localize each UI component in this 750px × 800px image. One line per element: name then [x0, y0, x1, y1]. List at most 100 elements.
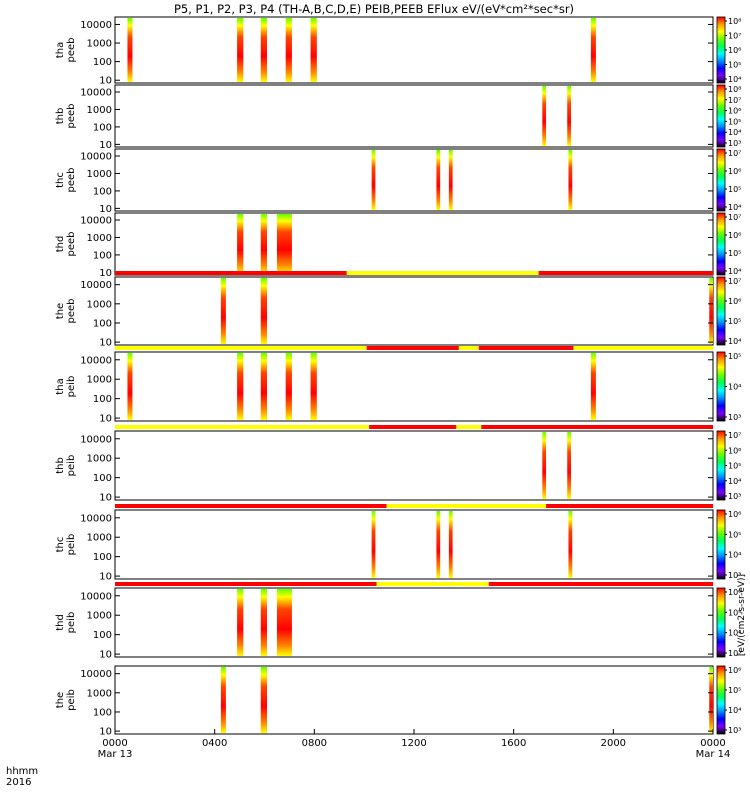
- y-tick-label: 10: [99, 414, 112, 425]
- y-tick-label: 100: [93, 250, 112, 261]
- colorbar-tick-label: 10⁵: [728, 317, 741, 326]
- y-tick-label: 10000: [80, 20, 112, 31]
- data-burst: [237, 18, 244, 82]
- colorbar: [716, 351, 726, 422]
- y-tick-label: 10: [99, 727, 112, 738]
- state-bar-segment: [573, 346, 713, 350]
- y-tick-label: 10: [99, 493, 112, 504]
- x-tick-label: 2000: [601, 738, 626, 749]
- y-tick-label: 100: [93, 394, 112, 405]
- colorbar-tick-label: 10⁴: [728, 706, 741, 715]
- data-burst: [237, 353, 244, 420]
- colorbar-tick-label: 10⁶: [728, 297, 741, 306]
- panel-probe-label: the: [55, 303, 66, 319]
- colorbar-tick-label: 10⁶: [728, 510, 741, 519]
- data-burst: [285, 18, 292, 82]
- colorbar-tick-label: 10⁴: [728, 337, 741, 346]
- panel-probe-label: tha: [55, 378, 66, 394]
- data-burst: [260, 353, 267, 420]
- panel-instrument-label: peeb: [66, 38, 77, 63]
- colorbar-tick-label: 10⁵: [728, 352, 741, 361]
- panel-frame: [114, 84, 714, 148]
- panel-thb-peib: 10 100 1000 10000 thb peib 10³ 10⁴ 10⁵ 10⁶ 10⁷: [55, 425, 741, 504]
- colorbar-tick-label: 10⁵: [728, 61, 741, 70]
- data-burst: [260, 667, 267, 733]
- y-tick-label: 10: [99, 338, 112, 349]
- panel-instrument-label: peeb: [66, 232, 77, 257]
- colorbar-tick-label: 10⁵: [728, 608, 741, 617]
- data-burst: [260, 278, 267, 344]
- data-burst: [276, 214, 292, 274]
- data-burst: [371, 150, 376, 210]
- panel-instrument-label: peeb: [66, 168, 77, 193]
- y-tick-label: 100: [93, 473, 112, 484]
- data-burst: [590, 353, 596, 420]
- y-tick-label: 10000: [80, 513, 112, 524]
- state-bar-segment: [366, 346, 459, 350]
- state-bar-segment: [458, 346, 479, 350]
- y-tick-label: 100: [93, 707, 112, 718]
- state-bar-segment: [115, 582, 377, 586]
- state-bar-segment: [376, 582, 489, 586]
- colorbar-tick-label: 10⁶: [728, 167, 741, 176]
- state-bar-segment: [115, 504, 387, 508]
- colorbar-tick-label: 10⁴: [728, 267, 741, 276]
- colorbar-tick-label: 10⁶: [728, 46, 741, 55]
- colorbar-tick-label: 10⁵: [728, 185, 741, 194]
- y-tick-label: 10: [99, 204, 112, 215]
- x-tick-label: 1600: [501, 738, 526, 749]
- panel-thc-peib: 10 100 1000 10000 thc peib 10³ 10⁴ 10⁵ 10⁶: [55, 504, 741, 583]
- y-tick-label: 1000: [87, 39, 112, 50]
- panel-frame: [114, 16, 714, 84]
- panel-instrument-label: peib: [66, 534, 77, 556]
- colorbar-tick-label: 10³: [728, 726, 741, 735]
- panel-instrument-label: peeb: [66, 104, 77, 129]
- panel-frame: [114, 351, 714, 422]
- y-tick-label: 10: [99, 140, 112, 151]
- colorbar-tick-label: 10⁴: [728, 128, 741, 137]
- state-bar-segment: [115, 271, 347, 275]
- panel-frame: [114, 665, 714, 735]
- y-tick-label: 10: [99, 76, 112, 87]
- colorbar-tick-label: 10⁴: [728, 629, 741, 638]
- panel-instrument-label: peeb: [66, 299, 77, 324]
- colorbar-tick-label: 10⁵: [728, 249, 741, 258]
- x-tick-label: 1200: [401, 738, 426, 749]
- panel-frame: [114, 276, 714, 346]
- y-tick-label: 1000: [87, 169, 112, 180]
- colorbar-tick-label: 10⁶: [728, 446, 741, 455]
- panel-thd-peib: 10 100 1000 10000 thd peib 10³ 10⁴ 10⁵ 10⁶: [55, 582, 741, 661]
- panel-instrument-label: peib: [66, 455, 77, 477]
- state-bar-segment: [115, 425, 370, 429]
- colorbar-tick-label: 10³: [728, 571, 741, 580]
- data-burst: [285, 353, 292, 420]
- colorbar-tick-label: 10⁴: [728, 551, 741, 560]
- y-tick-label: 1000: [87, 105, 112, 116]
- data-burst: [567, 432, 571, 499]
- y-tick-label: 10000: [80, 355, 112, 366]
- y-tick-label: 100: [93, 318, 112, 329]
- colorbar-tick-label: 10⁸: [728, 17, 741, 26]
- panel-tha-peeb: 10 100 1000 10000 tha peeb 10⁴ 10⁵ 10⁶ 10⁷ 10⁸: [55, 16, 741, 87]
- panels-layer: 10 100 1000 10000 tha peeb 10⁴ 10⁵ 10⁶ 10⁷ 10⁸ 10 10…: [55, 16, 741, 738]
- y-tick-label: 1000: [87, 688, 112, 699]
- panel-instrument-label: peib: [66, 612, 77, 634]
- data-burst: [448, 150, 453, 210]
- data-burst: [260, 18, 267, 82]
- state-bar-segment: [488, 582, 713, 586]
- colorbar-tick-label: 10⁷: [728, 213, 741, 222]
- colorbar-tick-label: 10⁷: [728, 96, 741, 105]
- y-tick-label: 100: [93, 630, 112, 641]
- colorbar-tick-label: 10⁶: [728, 666, 741, 675]
- panel-the-peeb: 10 100 1000 10000 the peeb 10⁴ 10⁵ 10⁶ 10⁷: [55, 271, 741, 349]
- x-tick-date-label: Mar 14: [696, 749, 731, 760]
- data-burst: [220, 667, 226, 733]
- panel-frame: [114, 587, 714, 658]
- state-bar-segment: [546, 504, 713, 508]
- panel-probe-label: thb: [55, 108, 66, 125]
- panel-probe-label: thd: [55, 614, 66, 631]
- data-burst: [709, 278, 713, 344]
- y-tick-label: 1000: [87, 611, 112, 622]
